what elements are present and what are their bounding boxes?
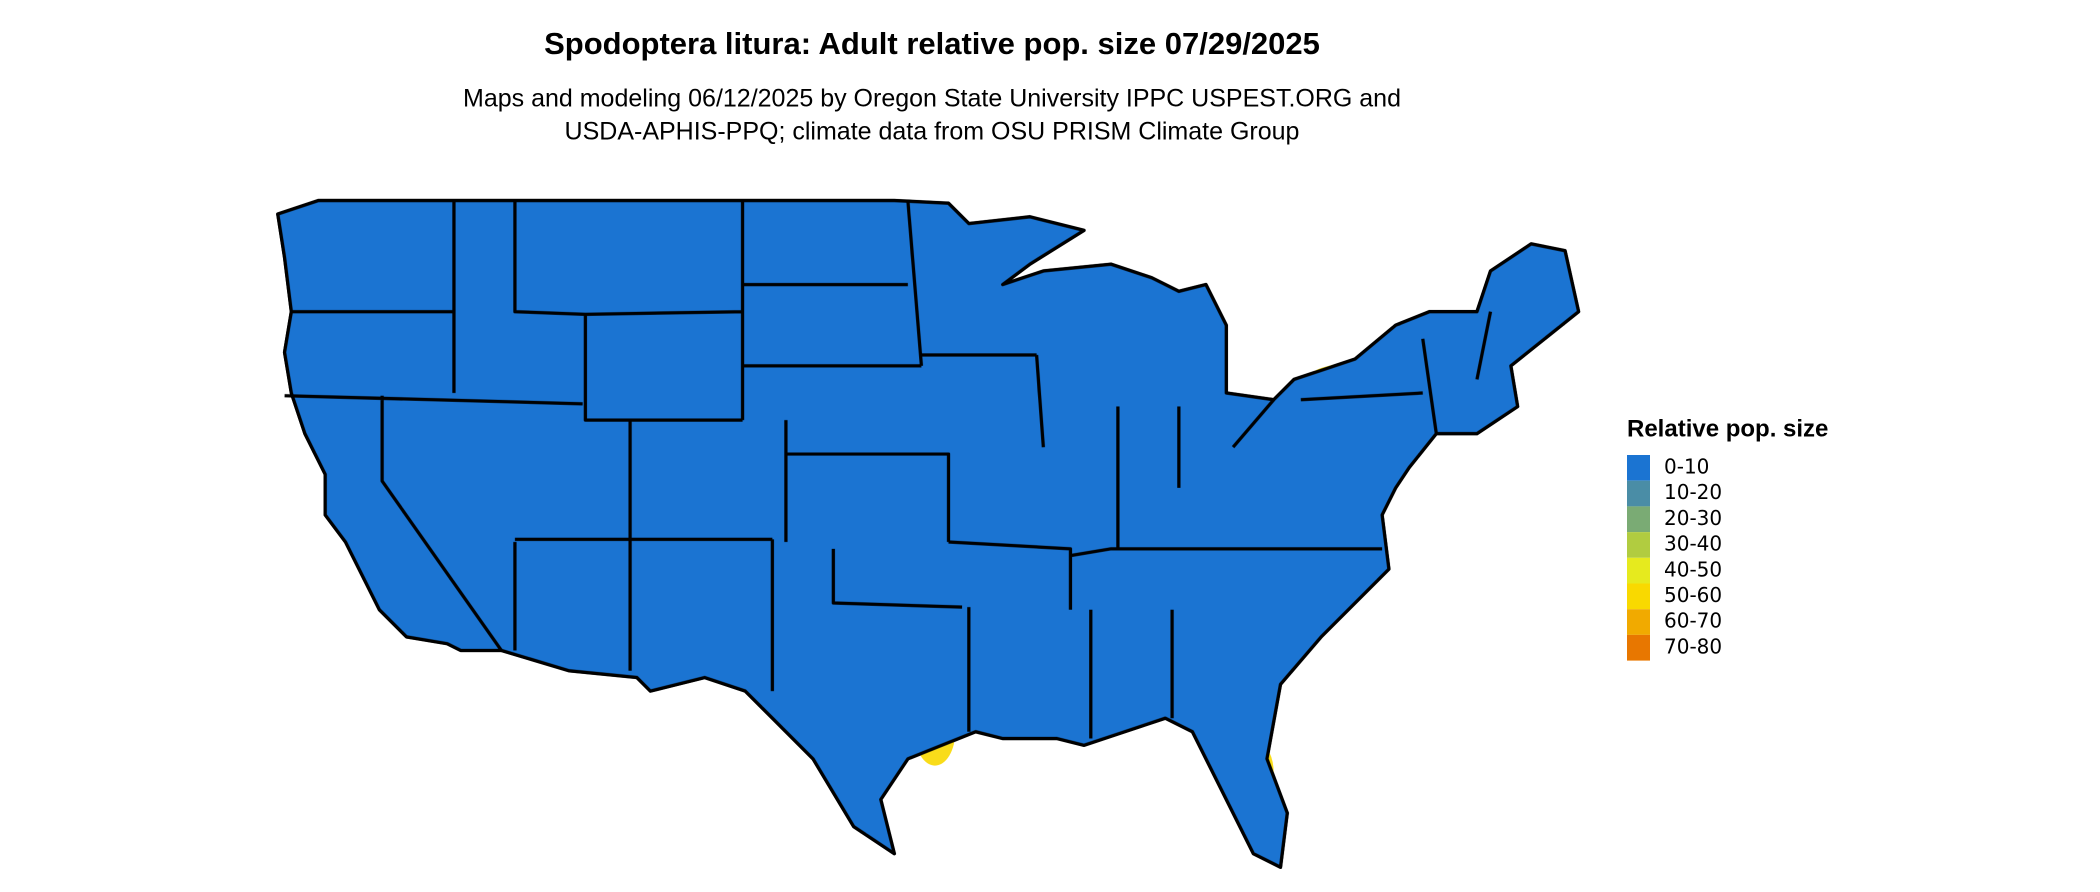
legend-label: 70-80 [1664, 634, 1722, 658]
legend-swatch [1627, 609, 1650, 635]
legend-label: 0-10 [1664, 455, 1709, 479]
legend-label: 10-20 [1664, 480, 1722, 504]
legend-swatch [1627, 455, 1650, 481]
legend-swatch [1627, 634, 1650, 661]
subtitle: USDA-APHIS-PPQ; climate data from OSU PR… [565, 118, 1300, 146]
legend-swatch [1627, 506, 1650, 533]
us-map [276, 198, 1581, 869]
legend-swatch [1627, 557, 1650, 584]
subtitle: Maps and modeling 06/12/2025 by Oregon S… [463, 85, 1401, 113]
legend-swatch [1627, 583, 1650, 610]
legend-label: 20-30 [1664, 506, 1722, 530]
legend-label: 40-50 [1664, 557, 1722, 581]
title: Spodoptera litura: Adult relative pop. s… [544, 26, 1320, 61]
legend-label: 30-40 [1664, 532, 1722, 556]
legend-label: 50-60 [1664, 583, 1722, 607]
legend-swatch [1627, 480, 1650, 507]
state-borders [276, 198, 1581, 869]
legend-title: Relative pop. size [1627, 415, 1828, 442]
legend-swatch [1627, 532, 1650, 558]
legend-label: 60-70 [1664, 609, 1722, 633]
